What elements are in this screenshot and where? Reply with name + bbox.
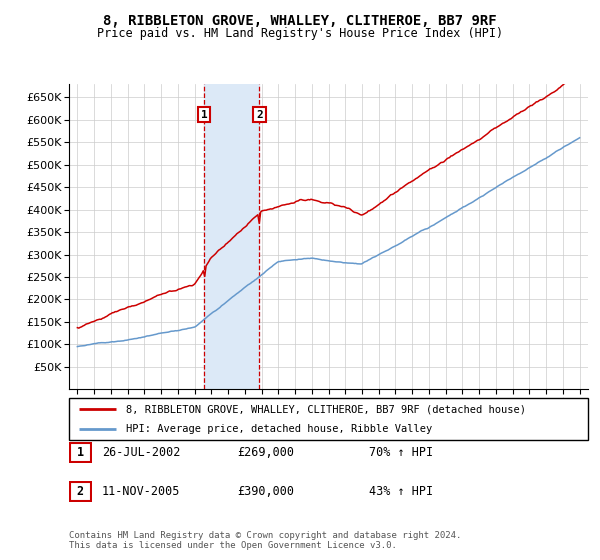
FancyBboxPatch shape [70, 443, 91, 462]
Text: 26-JUL-2002: 26-JUL-2002 [102, 446, 181, 459]
Text: 8, RIBBLETON GROVE, WHALLEY, CLITHEROE, BB7 9RF (detached house): 8, RIBBLETON GROVE, WHALLEY, CLITHEROE, … [126, 404, 526, 414]
Bar [204, 84, 259, 389]
Text: £269,000: £269,000 [237, 446, 294, 459]
Text: 70% ↑ HPI: 70% ↑ HPI [369, 446, 433, 459]
Text: £390,000: £390,000 [237, 485, 294, 498]
Text: Contains HM Land Registry data © Crown copyright and database right 2024.
This d: Contains HM Land Registry data © Crown c… [69, 530, 461, 550]
Text: 2: 2 [77, 485, 84, 498]
Text: 1: 1 [77, 446, 84, 459]
Text: 8, RIBBLETON GROVE, WHALLEY, CLITHEROE, BB7 9RF: 8, RIBBLETON GROVE, WHALLEY, CLITHEROE, … [103, 14, 497, 28]
FancyBboxPatch shape [70, 482, 91, 501]
Text: 1: 1 [201, 110, 208, 119]
Text: Price paid vs. HM Land Registry's House Price Index (HPI): Price paid vs. HM Land Registry's House … [97, 27, 503, 40]
FancyBboxPatch shape [69, 398, 588, 440]
Text: 43% ↑ HPI: 43% ↑ HPI [369, 485, 433, 498]
Text: 11-NOV-2005: 11-NOV-2005 [102, 485, 181, 498]
Text: HPI: Average price, detached house, Ribble Valley: HPI: Average price, detached house, Ribb… [126, 424, 433, 434]
Text: 2: 2 [256, 110, 263, 119]
